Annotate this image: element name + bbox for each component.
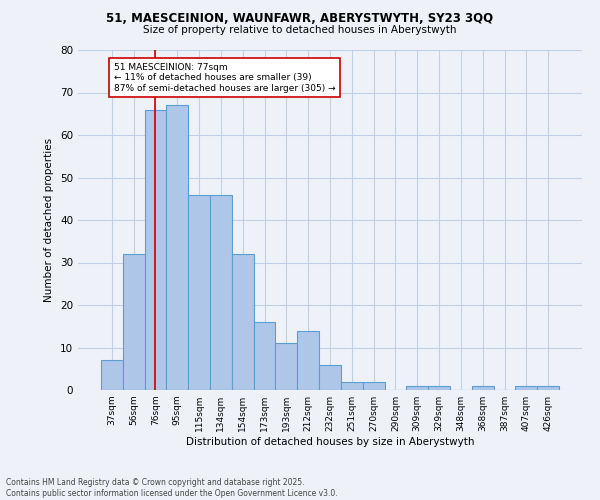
Bar xyxy=(123,254,145,390)
Text: Contains HM Land Registry data © Crown copyright and database right 2025.
Contai: Contains HM Land Registry data © Crown c… xyxy=(6,478,338,498)
Bar xyxy=(406,386,428,390)
Bar xyxy=(341,382,363,390)
Bar xyxy=(363,382,385,390)
Text: 51, MAESCEINION, WAUNFAWR, ABERYSTWYTH, SY23 3QQ: 51, MAESCEINION, WAUNFAWR, ABERYSTWYTH, … xyxy=(106,12,494,26)
Bar xyxy=(254,322,275,390)
Text: Size of property relative to detached houses in Aberystwyth: Size of property relative to detached ho… xyxy=(143,25,457,35)
Bar xyxy=(515,386,537,390)
Bar xyxy=(472,386,494,390)
Bar xyxy=(319,364,341,390)
Bar xyxy=(428,386,450,390)
Bar xyxy=(232,254,254,390)
Bar xyxy=(188,194,210,390)
Bar xyxy=(537,386,559,390)
Bar xyxy=(275,343,297,390)
Bar xyxy=(297,330,319,390)
X-axis label: Distribution of detached houses by size in Aberystwyth: Distribution of detached houses by size … xyxy=(186,437,474,447)
Bar xyxy=(210,194,232,390)
Bar xyxy=(166,106,188,390)
Y-axis label: Number of detached properties: Number of detached properties xyxy=(44,138,55,302)
Bar xyxy=(101,360,123,390)
Text: 51 MAESCEINION: 77sqm
← 11% of detached houses are smaller (39)
87% of semi-deta: 51 MAESCEINION: 77sqm ← 11% of detached … xyxy=(114,62,335,92)
Bar xyxy=(145,110,166,390)
